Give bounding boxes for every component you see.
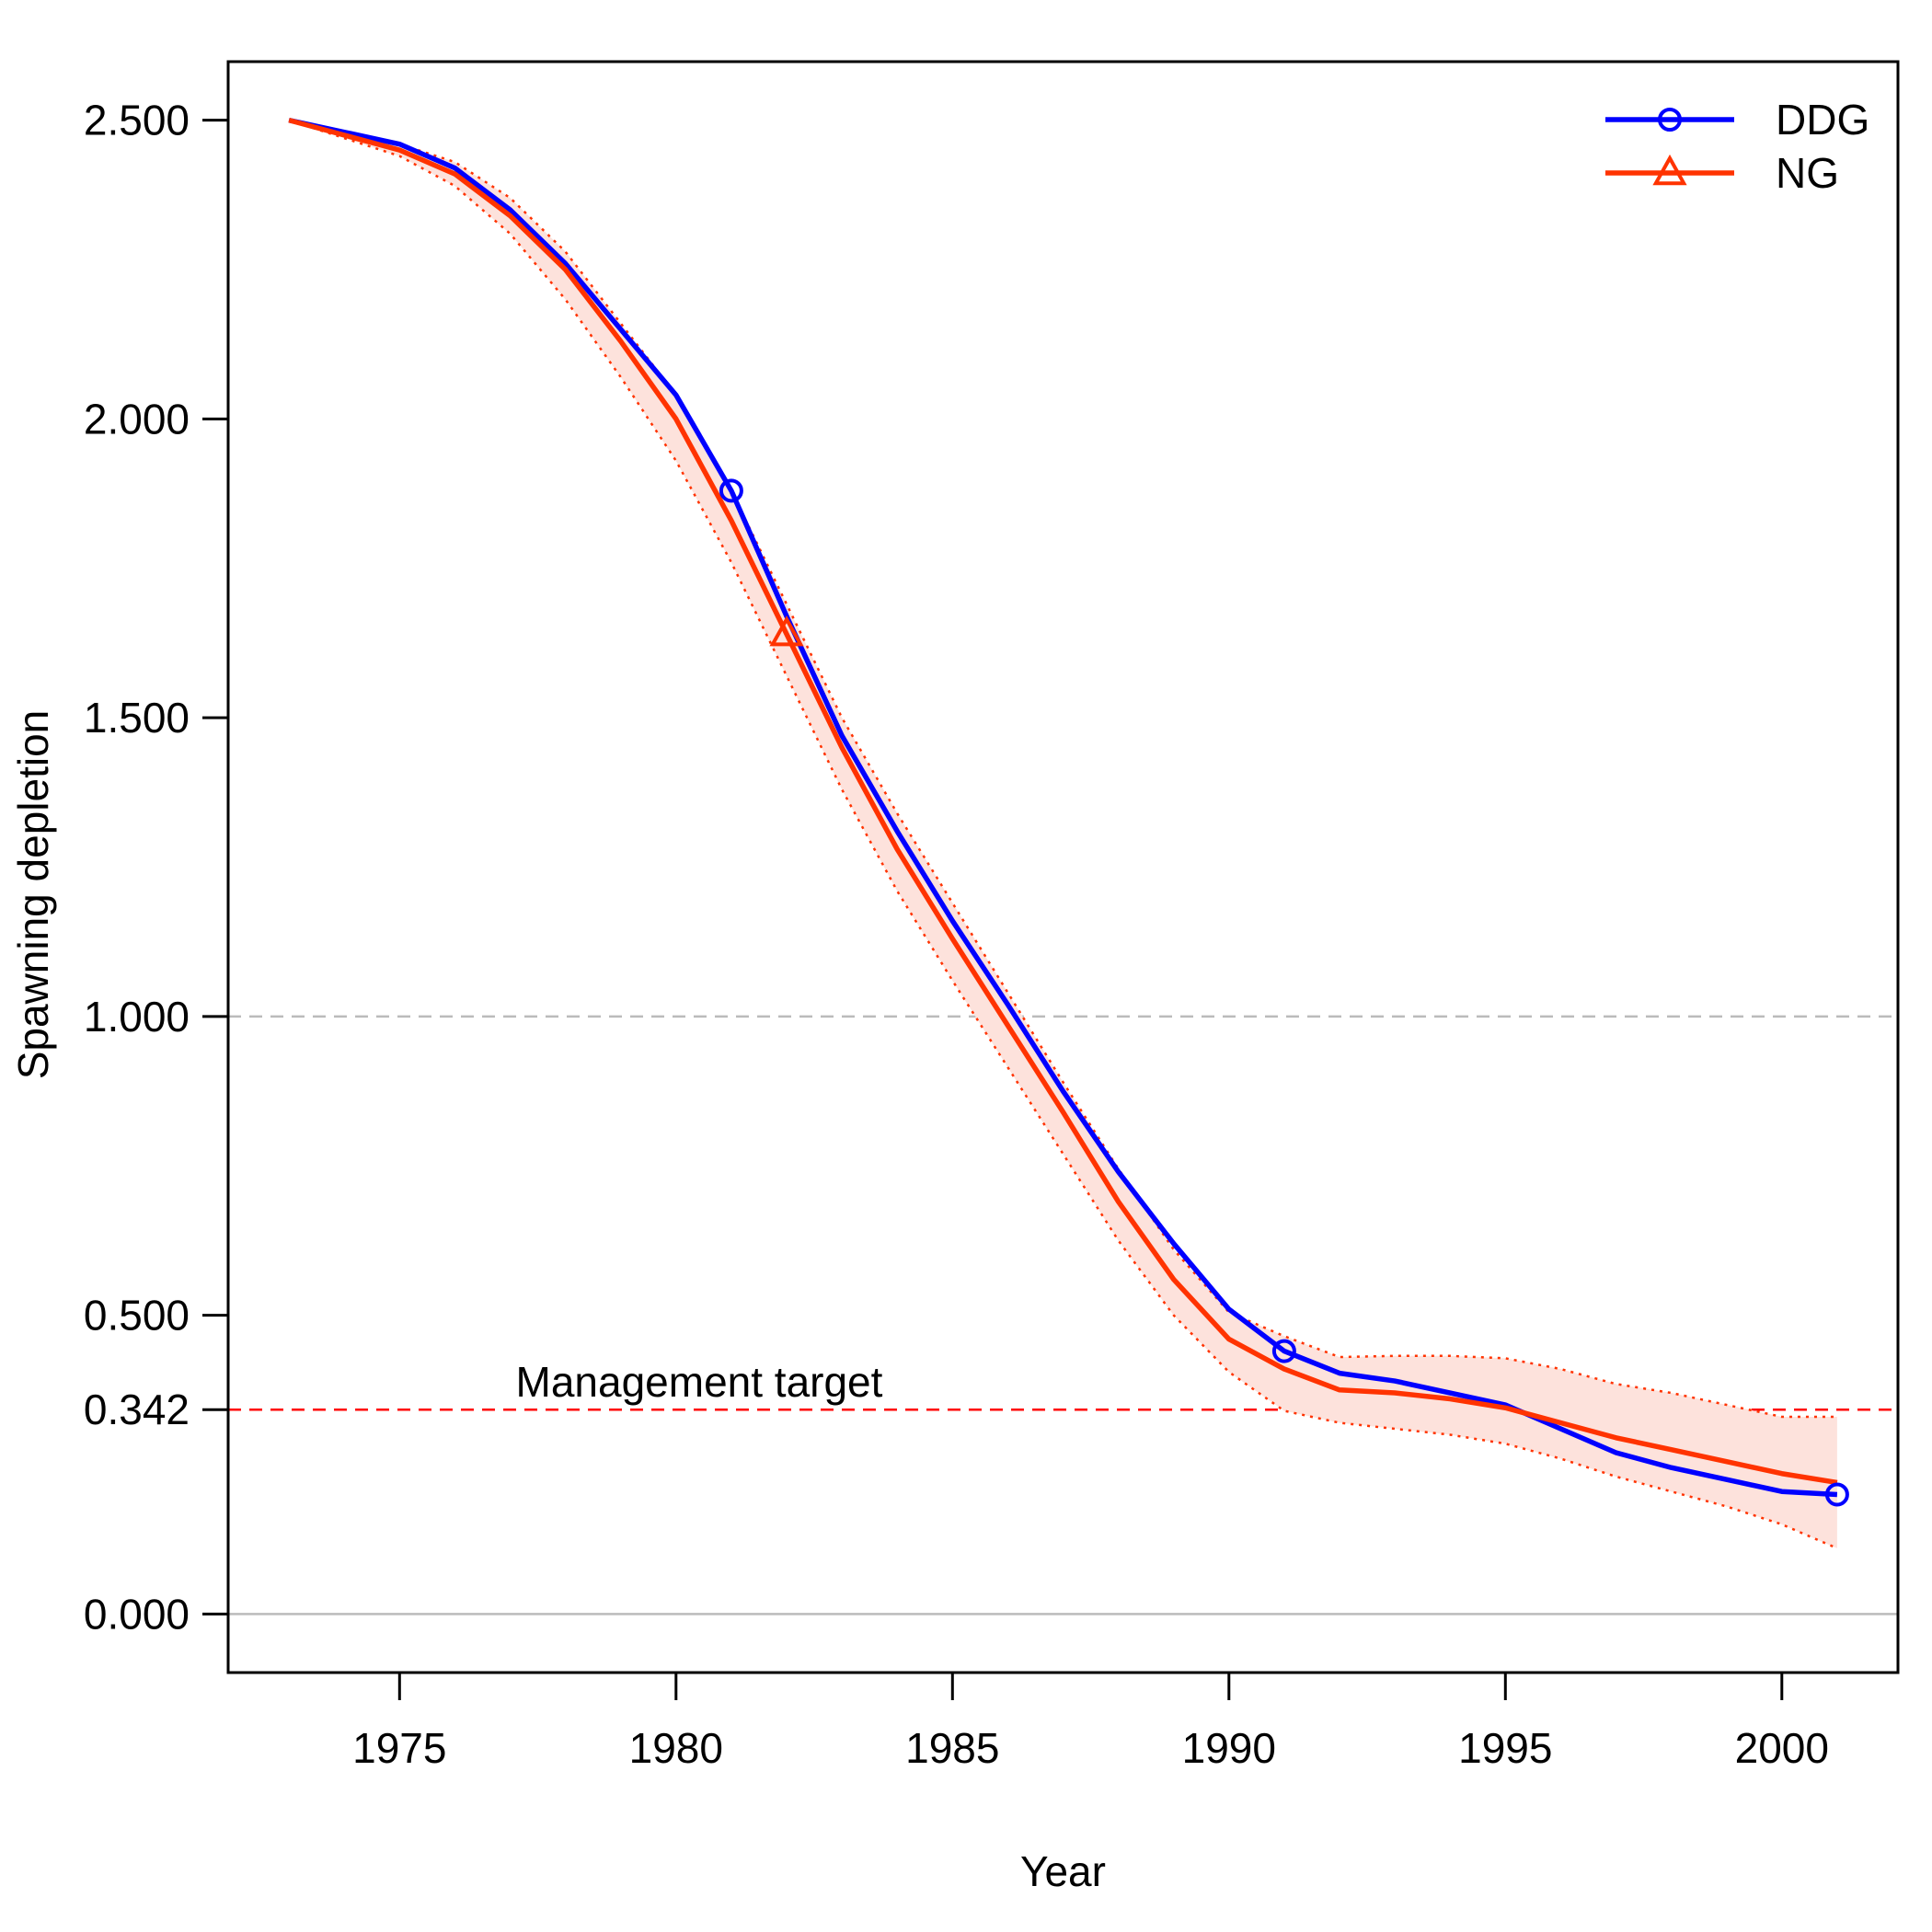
series-line-ng [288,117,1838,1486]
x-tick-label-1980: 1980 [629,1724,723,1772]
ci-upper-line [288,119,1837,1419]
marker-ng-1982 [769,615,804,647]
x-tick-label-1985: 1985 [905,1724,999,1772]
x-axis-title: Year [1020,1847,1106,1895]
y-tick-label-1.500: 1.500 [84,694,190,742]
series-lines [288,117,1838,1498]
ci-lower-line [288,119,1838,1550]
x-tick-label-1990: 1990 [1182,1724,1276,1772]
management-target-label: Management target [516,1358,883,1406]
legend: DDG NG [1605,96,1869,197]
x-tick-label-1975: 1975 [352,1724,446,1772]
marker-ddg-1991 [1271,1339,1296,1363]
y-tick-label-2.000: 2.000 [84,395,190,443]
marker-ddg-1981 [719,478,743,503]
y-axis: 0.000 0.342 0.500 1.000 1.500 2.000 2.500 [84,97,228,1638]
y-tick-label-0.000: 0.000 [84,1590,190,1638]
y-tick-label-1.000: 1.000 [84,993,190,1041]
legend-ng-marker [1652,154,1687,186]
y-tick-label-2.500: 2.500 [84,97,190,144]
x-axis: 1975 1980 1985 1990 1995 2000 [352,1671,1829,1772]
ng-confidence-interval [288,119,1838,1550]
y-tick-label-0.500: 0.500 [84,1292,190,1340]
x-tick-label-1995: 1995 [1458,1724,1552,1772]
legend-ddg-marker [1658,108,1682,132]
series-line-ddg [288,117,1838,1498]
y-tick-label-0.342: 0.342 [84,1386,190,1433]
series-markers [719,478,1849,1507]
legend-ddg-label: DDG [1776,96,1869,144]
ci-band-fill [289,120,1837,1548]
y-axis-title: Spawning depletion [9,710,57,1080]
legend-ng-label: NG [1776,149,1839,197]
x-tick-label-2000: 2000 [1735,1724,1829,1772]
marker-ddg-2001 [1824,1482,1849,1507]
reference-lines [228,1015,1898,1616]
